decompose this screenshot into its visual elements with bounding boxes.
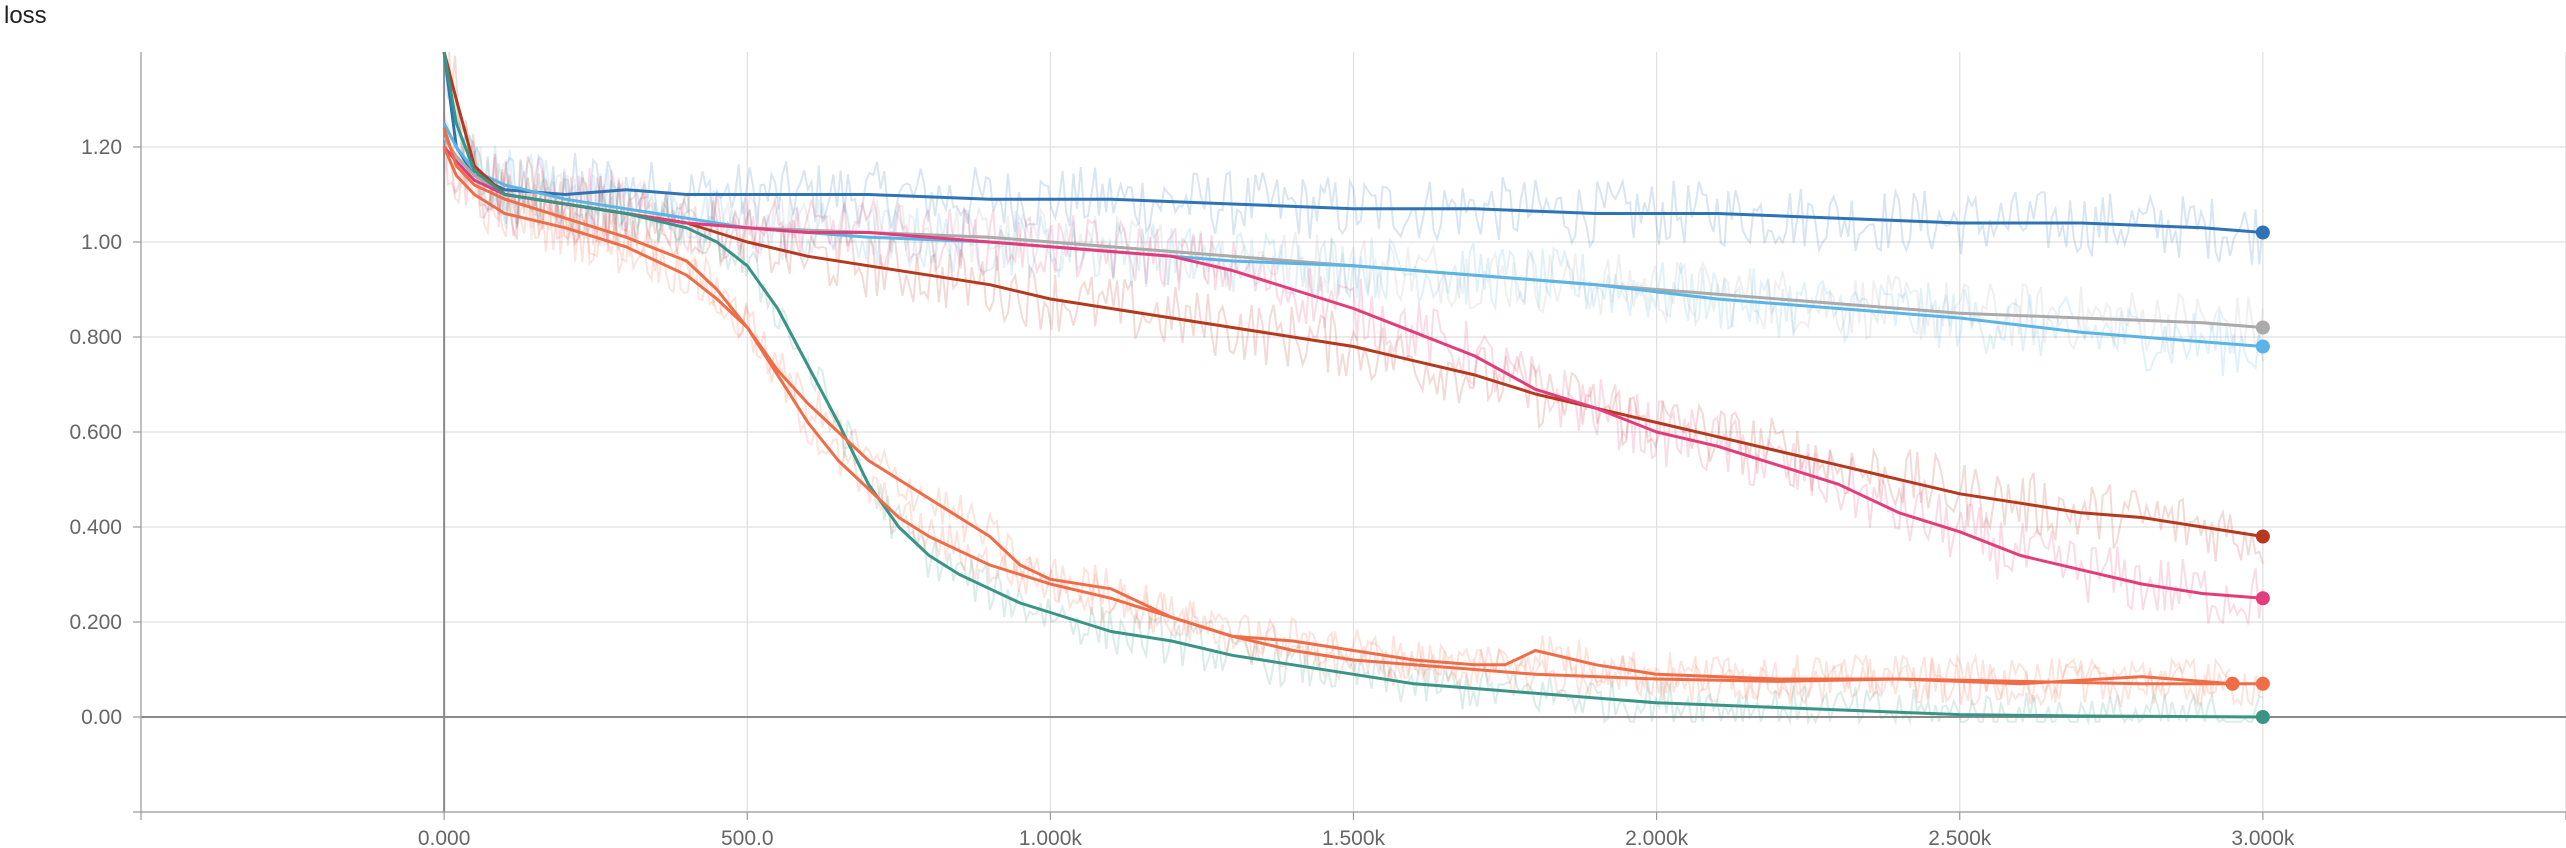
x-tick-label: 2.500k bbox=[1928, 827, 1992, 848]
series-end-marker bbox=[2255, 225, 2270, 240]
y-tick-label: 0.600 bbox=[69, 421, 122, 444]
x-tick-label: 3.000k bbox=[2231, 827, 2295, 848]
series-line bbox=[442, 127, 2233, 686]
series-raw-trace bbox=[443, 112, 2264, 625]
series-lines bbox=[442, 52, 2264, 726]
series-end-marker bbox=[2255, 320, 2270, 335]
y-tick-label: 0.00 bbox=[81, 706, 122, 729]
y-tick-label: 0.200 bbox=[69, 611, 122, 634]
y-tick-label: 0.400 bbox=[69, 516, 122, 539]
series-end-marker bbox=[2225, 676, 2240, 691]
series-end-marker bbox=[2255, 339, 2270, 354]
x-tick-label: 0.000 bbox=[418, 827, 471, 848]
series-raw-trace bbox=[443, 117, 2264, 377]
series-raw-trace bbox=[443, 125, 2264, 355]
y-tick-label: 0.800 bbox=[69, 326, 122, 349]
series-end-marker bbox=[2255, 529, 2270, 544]
x-tick-label: 500.0 bbox=[721, 827, 774, 848]
y-tick-label: 1.20 bbox=[81, 136, 122, 159]
series-line bbox=[442, 146, 2264, 600]
series-raw-trace bbox=[443, 138, 2264, 709]
series-line bbox=[442, 146, 2263, 686]
tick-labels: 0.00 0.200 0.400 0.600 0.800 1.00 1.20 0.000 500… bbox=[69, 136, 2294, 848]
series-end-marker bbox=[2255, 591, 2270, 606]
series-end-marker bbox=[2255, 710, 2270, 724]
chart-title: loss bbox=[4, 2, 47, 29]
series-raw-trace bbox=[443, 52, 2264, 265]
series-raw-trace bbox=[443, 135, 2231, 707]
series-end-marker bbox=[2255, 676, 2270, 691]
series-line bbox=[442, 52, 2263, 719]
x-tick-label: 2.000k bbox=[1625, 827, 1689, 848]
x-tick-label: 1.500k bbox=[1322, 827, 1386, 848]
series-line bbox=[442, 52, 2264, 234]
y-tick-label: 1.00 bbox=[81, 231, 122, 254]
end-markers bbox=[2225, 225, 2270, 724]
x-tick-label: 1.000k bbox=[1019, 827, 1083, 848]
